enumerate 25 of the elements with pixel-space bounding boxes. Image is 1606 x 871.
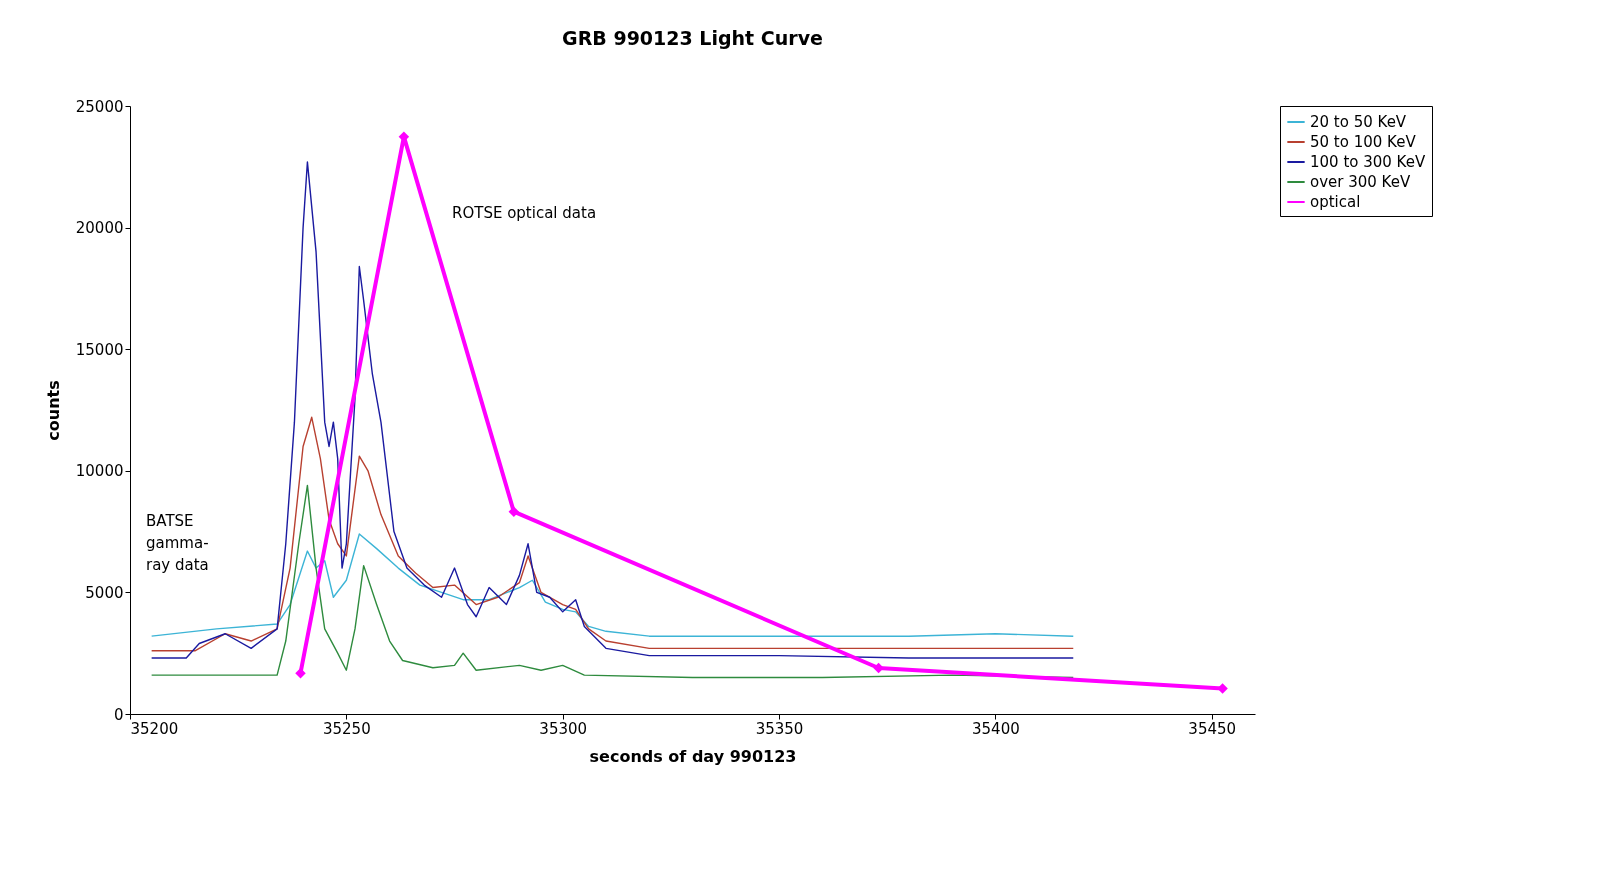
x-axis-title: seconds of day 990123 <box>589 746 797 766</box>
point <box>508 506 520 517</box>
legend-label: 20 to 50 KeV <box>1310 113 1407 131</box>
x-tick-label: 35350 <box>755 719 804 738</box>
x-tick-label: 35300 <box>539 719 588 738</box>
legend-label: 50 to 100 KeV <box>1310 133 1417 151</box>
legend-label: optical <box>1310 193 1361 211</box>
legend-label: over 300 KeV <box>1310 173 1411 191</box>
x-tick-label: 35450 <box>1188 719 1237 738</box>
annotation: ROTSE optical data <box>452 204 597 222</box>
y-tick-label: 5000 <box>85 583 124 602</box>
chart-title: GRB 990123 Light Curve <box>562 27 823 49</box>
y-tick-label: 0 <box>113 705 124 724</box>
y-tick-label: 25000 <box>75 97 124 116</box>
y-axis-title: counts <box>43 380 63 441</box>
y-tick-label: 20000 <box>75 219 124 238</box>
annotation: BATSE gamma- ray data <box>146 512 209 574</box>
y-tick-label: 15000 <box>75 340 124 359</box>
point <box>873 662 884 674</box>
x-tick-label: 35250 <box>322 719 371 738</box>
legend-label: 100 to 300 KeV <box>1310 153 1426 171</box>
y-tick-label: 10000 <box>75 462 124 481</box>
point <box>295 667 306 679</box>
x-tick-label: 35400 <box>972 719 1020 738</box>
x-tick-label: 35200 <box>130 719 179 738</box>
